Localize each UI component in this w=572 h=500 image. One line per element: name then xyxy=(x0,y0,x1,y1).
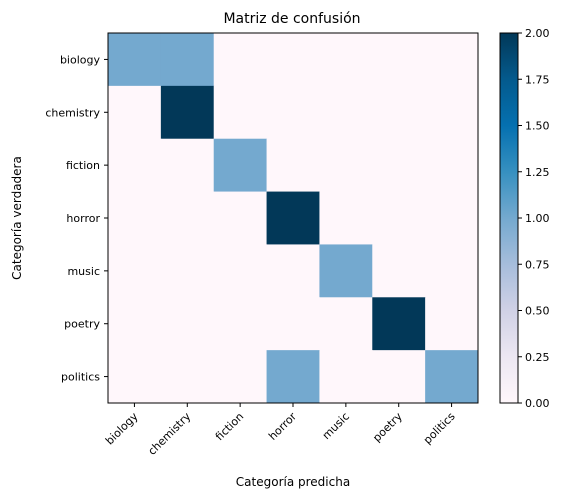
heatmap-cell-biology-horror xyxy=(266,33,320,87)
colorbar-tick-label: 0.75 xyxy=(525,258,550,271)
heatmap-cell-biology-chemistry xyxy=(160,33,215,87)
heatmap-cell-fiction-politics xyxy=(425,138,479,193)
y-tick-label: chemistry xyxy=(45,106,100,119)
heatmap-cell-horror-horror xyxy=(266,191,320,245)
heatmap-cell-poetry-chemistry xyxy=(160,297,215,351)
heatmap-cell-politics-fiction xyxy=(213,350,268,404)
x-tick-label: horror xyxy=(266,410,299,443)
heatmap-cell-poetry-poetry xyxy=(372,297,426,351)
colorbar-tick-label: 1.25 xyxy=(525,166,550,179)
heatmap-cell-chemistry-horror xyxy=(266,85,320,140)
heatmap-cell-chemistry-poetry xyxy=(372,85,426,140)
heatmap-cell-poetry-horror xyxy=(266,297,320,351)
heatmap-cell-fiction-fiction xyxy=(213,138,268,193)
heatmap-cell-poetry-music xyxy=(319,297,373,351)
x-tick-label: biology xyxy=(103,410,141,448)
x-tick-label: music xyxy=(320,410,352,442)
heatmap-cells xyxy=(108,33,479,404)
heatmap-cell-biology-fiction xyxy=(213,33,268,87)
heatmap-cell-horror-poetry xyxy=(372,191,426,245)
heatmap-cell-fiction-chemistry xyxy=(160,138,215,193)
colorbar-tick-label: 0.25 xyxy=(525,351,550,364)
colorbar xyxy=(500,33,518,403)
heatmap-cell-music-poetry xyxy=(372,244,426,298)
y-axis-label: Categoría verdadera xyxy=(10,156,24,280)
heatmap-cell-biology-politics xyxy=(425,33,479,87)
y-tick-label: horror xyxy=(66,212,100,225)
heatmap-cell-biology-poetry xyxy=(372,33,426,87)
heatmap-cell-fiction-poetry xyxy=(372,138,426,193)
heatmap-cell-music-biology xyxy=(108,244,162,298)
heatmap-cell-music-fiction xyxy=(213,244,268,298)
y-tick-label: poetry xyxy=(64,318,100,331)
y-tick-label: music xyxy=(67,265,100,278)
heatmap-cell-biology-biology xyxy=(108,33,162,87)
chart-title: Matriz de confusión xyxy=(223,11,360,27)
heatmap-cell-poetry-fiction xyxy=(213,297,268,351)
y-tick-label: fiction xyxy=(66,159,100,172)
heatmap-cell-chemistry-politics xyxy=(425,85,479,140)
heatmap-cell-horror-biology xyxy=(108,191,162,245)
heatmap-cell-music-horror xyxy=(266,244,320,298)
heatmap-cell-music-chemistry xyxy=(160,244,215,298)
y-tick-label: biology xyxy=(60,53,101,66)
heatmap-cell-politics-biology xyxy=(108,350,162,404)
heatmap-cell-chemistry-music xyxy=(319,85,373,140)
x-axis-label: Categoría predicha xyxy=(236,475,350,489)
colorbar-ticks: 0.00 0.25 0.50 0.75 1.00 1.25 1.50 1.75 2.00 xyxy=(518,27,550,410)
heatmap-cell-biology-music xyxy=(319,33,373,87)
heatmap-cell-chemistry-chemistry xyxy=(160,85,215,140)
heatmap-cell-horror-chemistry xyxy=(160,191,215,245)
heatmap-cell-horror-fiction xyxy=(213,191,268,245)
heatmap-cell-horror-politics xyxy=(425,191,479,245)
colorbar-tick-label: 0.50 xyxy=(525,305,550,318)
heatmap-cell-fiction-horror xyxy=(266,138,320,193)
heatmap-cell-chemistry-fiction xyxy=(213,85,268,140)
colorbar-tick-label: 1.00 xyxy=(525,212,550,225)
y-axis-ticks: biology chemistry fiction horror music poetry… xyxy=(45,53,108,384)
x-tick-label: poetry xyxy=(370,410,405,445)
heatmap-cell-poetry-politics xyxy=(425,297,479,351)
x-tick-label: fiction xyxy=(213,410,246,443)
colorbar-tick-label: 1.75 xyxy=(525,73,550,86)
colorbar-tick-label: 2.00 xyxy=(525,27,550,40)
x-tick-label: politics xyxy=(421,410,458,447)
heatmap-cell-music-politics xyxy=(425,244,479,298)
heatmap-cell-politics-poetry xyxy=(372,350,426,404)
heatmap-cell-fiction-biology xyxy=(108,138,162,193)
x-tick-label: chemistry xyxy=(146,410,194,458)
colorbar-tick-label: 0.00 xyxy=(525,397,550,410)
heatmap-cell-music-music xyxy=(319,244,373,298)
heatmap-cell-fiction-music xyxy=(319,138,373,193)
colorbar-tick-label: 1.50 xyxy=(525,120,550,133)
heatmap-cell-chemistry-biology xyxy=(108,85,162,140)
x-axis-ticks: biology chemistry fiction horror music poetry… xyxy=(103,403,458,458)
heatmap-cell-poetry-biology xyxy=(108,297,162,351)
heatmap-cell-politics-music xyxy=(319,350,373,404)
y-tick-label: politics xyxy=(61,371,100,384)
heatmap-cell-politics-politics xyxy=(425,350,479,404)
heatmap-cell-horror-music xyxy=(319,191,373,245)
heatmap-cell-politics-horror xyxy=(266,350,320,404)
heatmap-cell-politics-chemistry xyxy=(160,350,215,404)
